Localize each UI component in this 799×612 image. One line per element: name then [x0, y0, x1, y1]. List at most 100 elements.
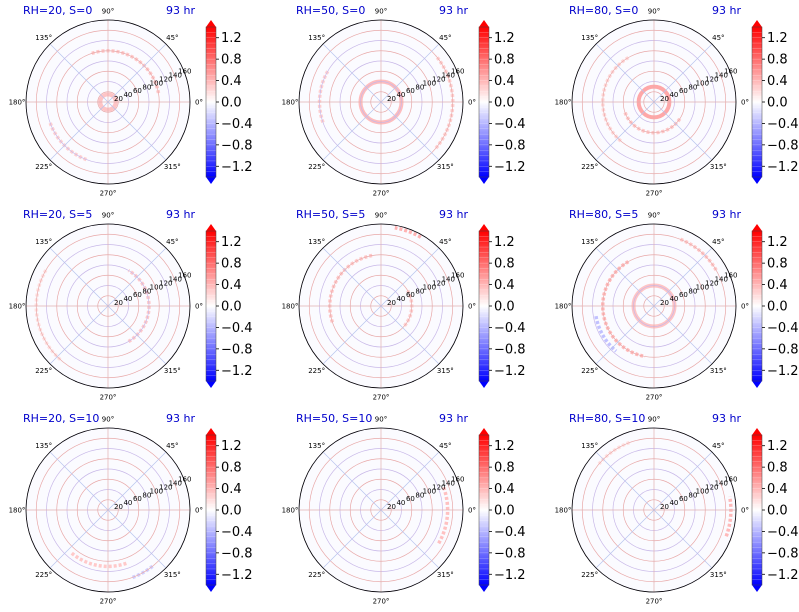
colorbar-tick-label: 0.4 — [767, 482, 788, 497]
colorbar-min-extend — [479, 177, 489, 184]
colorbar: 1.2 0.8 0.4 0.0 −0.4 −0.8 −1.2 — [751, 20, 799, 184]
radial-tick-label: 100 — [696, 487, 709, 495]
angular-gridline — [653, 43, 713, 103]
radial-tick-label: 80 — [415, 83, 424, 91]
radial-tick-label: 60 — [406, 87, 415, 95]
angle-tick-label: 315° — [164, 163, 181, 171]
angle-tick-label: 315° — [437, 571, 454, 579]
radial-tick-label: 20 — [387, 503, 396, 511]
colorbar-tick-label: −0.4 — [494, 117, 526, 132]
colorbar-max-extend — [206, 20, 216, 27]
angle-tick-label: 315° — [164, 367, 181, 375]
angle-tick-label: 180° — [9, 99, 26, 107]
angle-tick-label: 45° — [712, 442, 724, 450]
colorbar-tick-label: −0.4 — [767, 117, 799, 132]
polar-frame — [25, 427, 191, 593]
radial-tick-label: 140 — [715, 276, 728, 284]
colorbar-tick-label: −0.8 — [221, 546, 253, 561]
radial-tick-label: 80 — [415, 287, 424, 295]
radial-tick-label: 100 — [423, 79, 436, 87]
polar-frame — [571, 223, 737, 389]
angle-tick-label: 0° — [195, 303, 203, 311]
angular-gridline — [322, 247, 382, 307]
angular-gridline — [322, 43, 382, 103]
colorbar-tick-label: −0.4 — [221, 321, 253, 336]
panel-title: RH=80, S=0 — [569, 4, 638, 17]
polar-frame — [25, 19, 191, 185]
radial-tick-label: 140 — [169, 276, 182, 284]
colorbar-min-extend — [479, 381, 489, 388]
colorbar-tick-label: 0.0 — [767, 504, 788, 519]
colorbar-min-extend — [752, 177, 762, 184]
radial-tick-label: 40 — [396, 499, 405, 507]
radial-tick-label: 160 — [178, 68, 191, 76]
colorbar-tick-label: 0.0 — [494, 504, 515, 519]
angle-tick-label: 225° — [35, 571, 52, 579]
radial-tick-label: 120 — [705, 279, 718, 287]
radial-tick-label: 20 — [660, 503, 669, 511]
colorbar-tick-label: −0.8 — [494, 138, 526, 153]
radial-tick-label: 160 — [178, 476, 191, 484]
angular-gridline — [653, 101, 713, 161]
radial-tick-label: 100 — [150, 79, 163, 87]
angle-tick-label: 90° — [648, 212, 660, 220]
angular-gridline — [107, 305, 167, 365]
radial-tick-label: 60 — [679, 495, 688, 503]
radial-tick-label: 160 — [724, 476, 737, 484]
colorbar-tick-label: 1.2 — [221, 439, 242, 454]
angle-tick-label: 180° — [9, 507, 26, 515]
time-label: 93 hr — [712, 412, 741, 425]
radial-tick-label: 20 — [660, 299, 669, 307]
colorbar-tick-label: −0.8 — [767, 546, 799, 561]
polar-frame — [571, 19, 737, 185]
angle-tick-label: 90° — [102, 416, 114, 424]
radial-tick-label: 140 — [715, 480, 728, 488]
colorbar-max-extend — [752, 428, 762, 435]
polar-frame — [571, 427, 737, 593]
radial-tick-label: 160 — [451, 68, 464, 76]
colorbar-tick-label: 0.8 — [494, 461, 515, 476]
panel-title: RH=50, S=5 — [296, 208, 365, 221]
angle-tick-label: 225° — [581, 163, 598, 171]
radial-tick-label: 40 — [396, 295, 405, 303]
colorbar-tick-label: 0.0 — [221, 96, 242, 111]
angle-tick-label: 45° — [166, 442, 178, 450]
angular-gridline — [380, 509, 440, 569]
angular-gridline — [380, 305, 440, 365]
angular-gridline — [49, 305, 109, 365]
radial-tick-label: 120 — [705, 483, 718, 491]
colorbar-tick-label: 0.0 — [767, 96, 788, 111]
angular-gridline — [107, 247, 167, 307]
angle-tick-label: 225° — [35, 163, 52, 171]
angular-gridline — [595, 101, 655, 161]
colorbar-min-extend — [752, 381, 762, 388]
polar-frame — [25, 223, 191, 389]
panel-title: RH=80, S=5 — [569, 208, 638, 221]
colorbar-min-extend — [479, 585, 489, 592]
radial-tick-label: 140 — [442, 480, 455, 488]
time-label: 93 hr — [439, 412, 468, 425]
colorbar-tick-label: 0.0 — [221, 504, 242, 519]
colorbar-tick-label: −0.8 — [494, 546, 526, 561]
radial-tick-label: 40 — [123, 295, 132, 303]
angle-tick-label: 45° — [166, 238, 178, 246]
radial-tick-label: 60 — [679, 87, 688, 95]
angle-tick-label: 315° — [710, 163, 727, 171]
radial-tick-label: 140 — [442, 276, 455, 284]
angle-tick-label: 180° — [282, 507, 299, 515]
angle-tick-label: 90° — [102, 8, 114, 16]
angle-tick-label: 45° — [439, 238, 451, 246]
radial-tick-label: 40 — [669, 91, 678, 99]
colorbar-tick-label: 0.8 — [494, 53, 515, 68]
feature-arc — [437, 486, 450, 545]
angle-tick-label: 270° — [373, 190, 390, 198]
radial-tick-label: 120 — [432, 279, 445, 287]
radial-tick-label: 80 — [688, 287, 697, 295]
colorbar-tick-label: −0.8 — [221, 138, 253, 153]
colorbar-tick-label: 0.4 — [494, 74, 515, 89]
colorbar-tick-label: −0.8 — [494, 342, 526, 357]
radial-tick-label: 120 — [432, 75, 445, 83]
polar-frame — [298, 19, 464, 185]
polar-panel: 0°45°90°135°180°225°270°315°20 40 60 801001… — [555, 208, 799, 402]
angle-tick-label: 0° — [195, 99, 203, 107]
